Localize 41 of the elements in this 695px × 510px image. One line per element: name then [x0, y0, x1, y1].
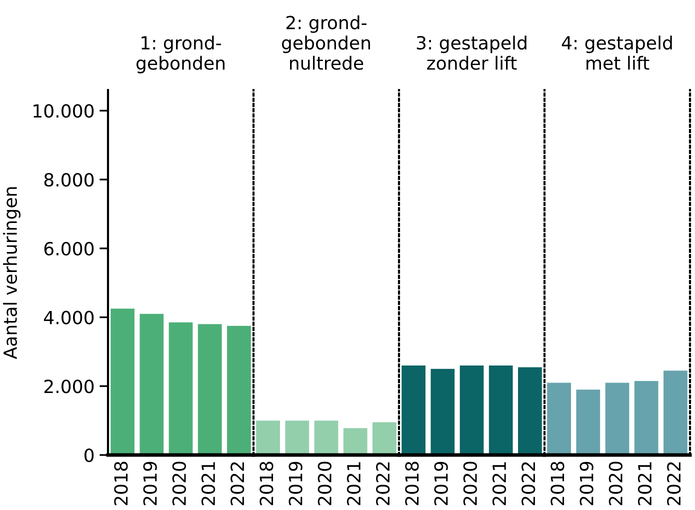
bar [227, 326, 251, 455]
bar [605, 382, 630, 455]
x-tick-label: 2020 [318, 462, 332, 506]
y-tick-label: 6.000 [44, 242, 94, 256]
x-tick-label: 2020 [608, 462, 622, 506]
x-tick-label: 2019 [143, 462, 157, 506]
bar [140, 314, 164, 455]
x-tick-label: 2018 [260, 462, 274, 506]
bar [198, 324, 222, 455]
bar [547, 382, 571, 455]
x-tick-label: 2021 [201, 462, 216, 506]
y-tick-label: 0 [84, 448, 94, 462]
x-tick-label: 2019 [288, 462, 302, 506]
x-tick-label: 2021 [346, 462, 361, 506]
x-tick-label: 2018 [405, 462, 419, 506]
y-tick-label: 4.000 [44, 310, 94, 324]
x-tick-label: 2019 [434, 462, 448, 506]
x-tick-label: 2020 [463, 462, 477, 506]
x-tick-label: 2022 [230, 462, 244, 506]
x-tick-label: 2019 [580, 462, 594, 506]
x-tick-label: 2020 [172, 462, 186, 506]
chart-title: 3: gestapeld zonder lift [416, 36, 526, 70]
x-tick-label: 2022 [667, 462, 681, 506]
chart-title: 4: gestapeld met lift [562, 36, 672, 70]
chart-title: 2: grond- gebonden nultrede [282, 15, 370, 70]
bar [576, 390, 600, 455]
x-tick-label: 2022 [522, 462, 536, 506]
bar [168, 322, 193, 455]
chart-title: 1: grond- gebonden [136, 36, 224, 74]
x-tick-label: 2021 [638, 462, 652, 506]
bar [634, 380, 658, 455]
bar [110, 308, 134, 455]
x-tick-label: 2018 [550, 462, 564, 506]
y-tick-label: 2.000 [44, 380, 94, 394]
x-tick-label: 2021 [492, 462, 506, 506]
y-axis-title: Aantal verhuringen [3, 187, 21, 360]
x-tick-label: 2022 [376, 462, 390, 506]
bar [664, 370, 688, 455]
x-tick-label: 2018 [114, 462, 128, 506]
y-tick-label: 10.000 [34, 104, 94, 118]
y-tick-label: 8.000 [44, 172, 94, 187]
